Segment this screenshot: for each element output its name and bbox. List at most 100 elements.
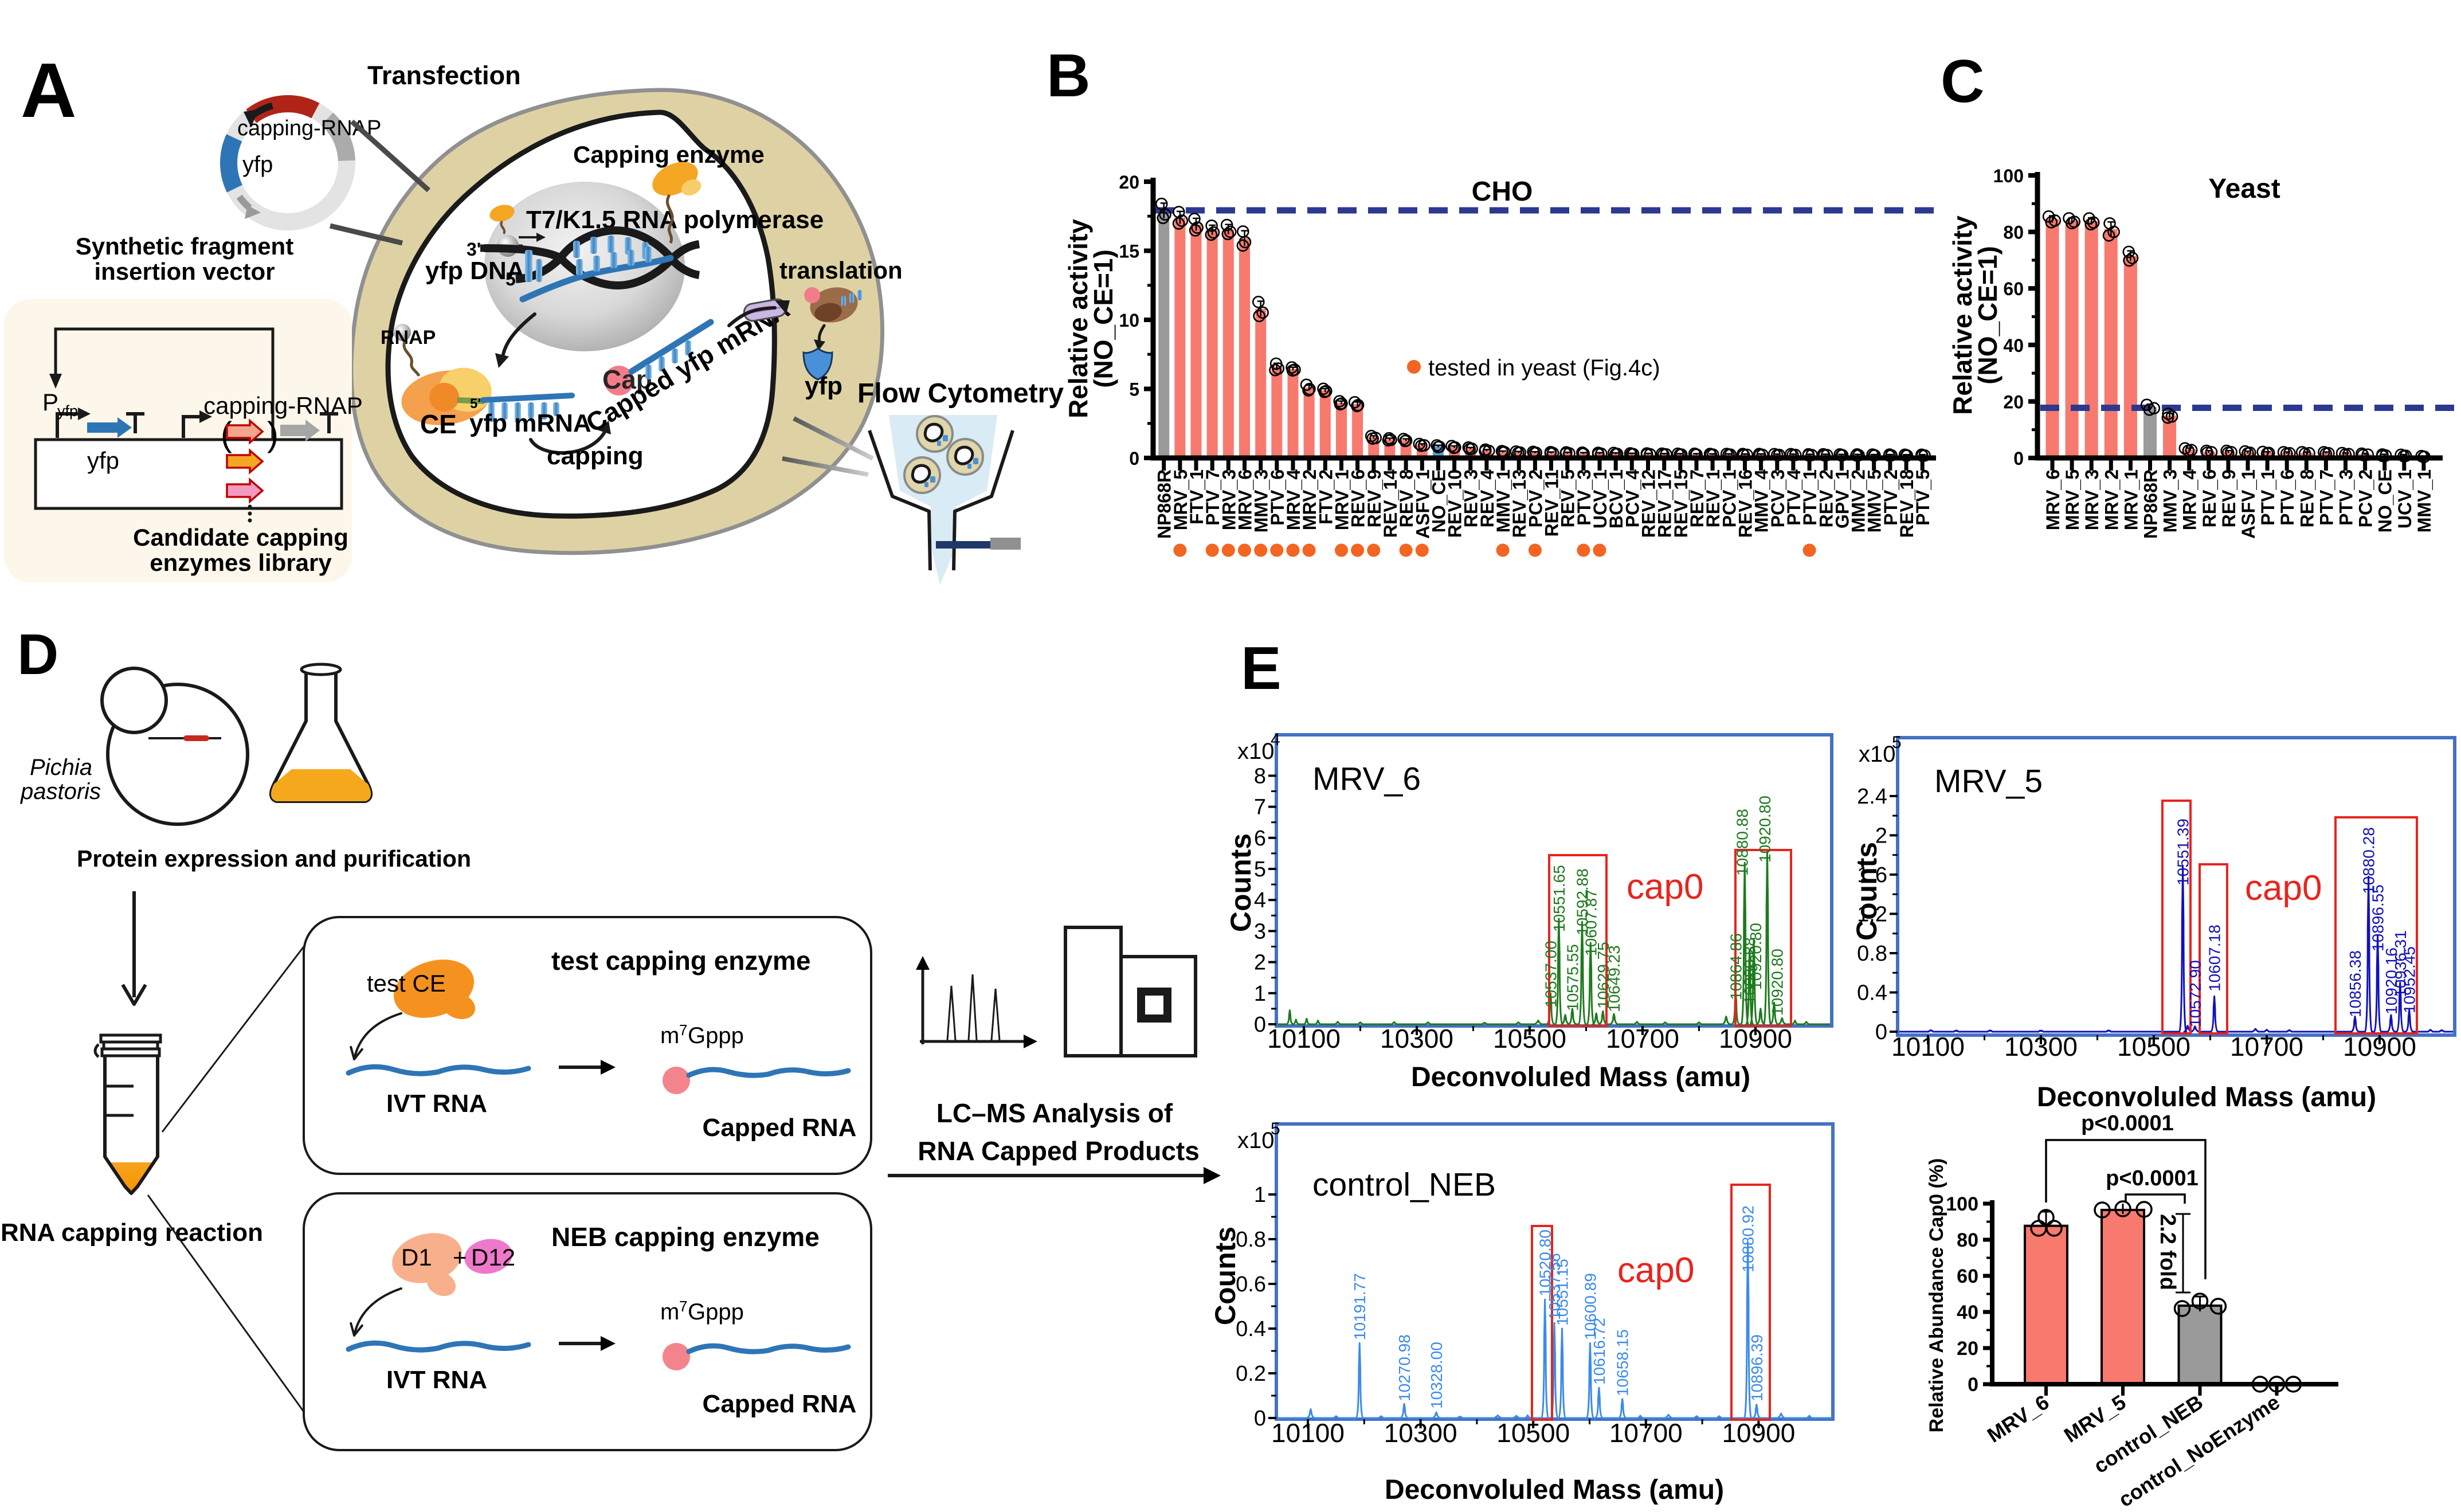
svg-text:(NO_CE=1): (NO_CE=1) bbox=[1088, 249, 1118, 388]
svg-text:tested in yeast (Fig.4c): tested in yeast (Fig.4c) bbox=[1428, 355, 1660, 381]
svg-text:REV_8: REV_8 bbox=[1396, 469, 1417, 527]
svg-text:GPV_1: GPV_1 bbox=[1832, 469, 1852, 528]
svg-text:PCV_4: PCV_4 bbox=[1622, 469, 1643, 528]
svg-text:10607.18: 10607.18 bbox=[2206, 925, 2224, 992]
svg-text:yfp: yfp bbox=[805, 372, 842, 400]
svg-text:MRV_6: MRV_6 bbox=[1235, 469, 1256, 530]
svg-text:20: 20 bbox=[1119, 172, 1139, 193]
svg-text:60: 60 bbox=[1957, 1266, 1978, 1287]
svg-text:MRV_6: MRV_6 bbox=[2043, 469, 2063, 530]
svg-text:10300: 10300 bbox=[1384, 1418, 1457, 1448]
svg-text:3: 3 bbox=[1254, 919, 1266, 943]
svg-text:insertion vector: insertion vector bbox=[94, 258, 275, 285]
svg-text:Synthetic fragment: Synthetic fragment bbox=[76, 233, 293, 260]
svg-text:PTV_7: PTV_7 bbox=[1202, 469, 1223, 526]
svg-text:test CE: test CE bbox=[367, 970, 446, 997]
svg-text:REV_2: REV_2 bbox=[1816, 469, 1836, 527]
svg-text:Candidate capping: Candidate capping bbox=[133, 524, 348, 551]
svg-text:20: 20 bbox=[1957, 1338, 1978, 1360]
svg-text:MMV_1: MMV_1 bbox=[2414, 469, 2435, 532]
svg-text:): ) bbox=[267, 415, 279, 453]
svg-text:PCV_2: PCV_2 bbox=[1525, 469, 1546, 527]
svg-text:10900: 10900 bbox=[1719, 1024, 1792, 1053]
svg-text:4: 4 bbox=[1254, 888, 1266, 912]
svg-text:0: 0 bbox=[1254, 1013, 1266, 1037]
svg-text:MRV_5: MRV_5 bbox=[1170, 469, 1191, 530]
svg-text:Counts: Counts bbox=[1209, 1227, 1241, 1325]
svg-text:MRV_5: MRV_5 bbox=[2062, 469, 2083, 530]
svg-text:REV_3: REV_3 bbox=[1461, 469, 1482, 527]
svg-text:C: C bbox=[1941, 48, 1985, 115]
svg-text:capping-RNAP: capping-RNAP bbox=[203, 392, 363, 419]
svg-text:4: 4 bbox=[1271, 730, 1280, 749]
svg-text:100: 100 bbox=[1993, 166, 2024, 186]
svg-text:0.8: 0.8 bbox=[1236, 1228, 1266, 1252]
svg-text:REV_14: REV_14 bbox=[1380, 469, 1401, 538]
svg-text:T7/K1.5 RNA polymerase: T7/K1.5 RNA polymerase bbox=[526, 206, 824, 234]
svg-text:10270.98: 10270.98 bbox=[1396, 1334, 1413, 1401]
svg-text:10500: 10500 bbox=[2117, 1032, 2190, 1061]
svg-text:B: B bbox=[1047, 42, 1091, 109]
svg-text:10700: 10700 bbox=[1609, 1418, 1683, 1448]
svg-text:5: 5 bbox=[1271, 1119, 1280, 1138]
svg-text:Pichia: Pichia bbox=[30, 755, 92, 780]
svg-text:RNAP: RNAP bbox=[381, 327, 436, 348]
svg-text:REV_1: REV_1 bbox=[1703, 469, 1723, 527]
svg-text:REV_6: REV_6 bbox=[1348, 469, 1369, 527]
svg-text:MMV_5: MMV_5 bbox=[1864, 469, 1885, 532]
svg-text:REV_16: REV_16 bbox=[1735, 469, 1756, 538]
svg-text:1.6: 1.6 bbox=[1857, 863, 1887, 887]
svg-text:x10: x10 bbox=[1237, 739, 1275, 764]
svg-text:Capped RNA: Capped RNA bbox=[703, 1114, 857, 1142]
svg-text:2: 2 bbox=[1875, 824, 1887, 848]
svg-text:RNA Capped Products: RNA Capped Products bbox=[918, 1136, 1200, 1166]
svg-text:Cap: Cap bbox=[602, 365, 652, 394]
svg-text:10880.28: 10880.28 bbox=[2360, 827, 2378, 894]
svg-text:PTV_4: PTV_4 bbox=[1784, 469, 1804, 526]
svg-text:10920.80: 10920.80 bbox=[1747, 923, 1765, 990]
svg-text:MMV_3: MMV_3 bbox=[2160, 469, 2181, 532]
svg-text:10880.88: 10880.88 bbox=[1733, 809, 1751, 876]
svg-text:FTV_1: FTV_1 bbox=[1186, 469, 1207, 524]
svg-text:NO_CE: NO_CE bbox=[1428, 469, 1449, 532]
svg-text:10700: 10700 bbox=[1606, 1024, 1679, 1053]
svg-text:10191.77: 10191.77 bbox=[1351, 1273, 1369, 1340]
svg-text:yfp: yfp bbox=[57, 402, 78, 420]
svg-text:cap0: cap0 bbox=[2245, 868, 2322, 908]
svg-text:2.4: 2.4 bbox=[1857, 785, 1887, 809]
svg-text:MRV_3: MRV_3 bbox=[2082, 469, 2102, 530]
svg-text:Gppp: Gppp bbox=[688, 1023, 744, 1048]
svg-text:MRV_5: MRV_5 bbox=[1934, 763, 2043, 800]
svg-text:1: 1 bbox=[1254, 982, 1266, 1006]
svg-text:REV_18: REV_18 bbox=[1896, 469, 1917, 538]
svg-text:1.2: 1.2 bbox=[1857, 902, 1887, 926]
svg-text:REV_13: REV_13 bbox=[1509, 469, 1530, 538]
svg-text:REV_9: REV_9 bbox=[1364, 469, 1385, 527]
svg-text:(NO_CE=1): (NO_CE=1) bbox=[1973, 246, 2002, 385]
svg-text:10100: 10100 bbox=[1267, 1024, 1341, 1053]
svg-text:Deconvoluled Mass (amu): Deconvoluled Mass (amu) bbox=[1411, 1062, 1750, 1092]
svg-text:10920.16: 10920.16 bbox=[2382, 947, 2400, 1014]
svg-text:MRV_2: MRV_2 bbox=[1299, 469, 1320, 530]
svg-text:MMV_3: MMV_3 bbox=[1251, 469, 1272, 532]
svg-text:8: 8 bbox=[1254, 764, 1266, 788]
svg-text:REV_12: REV_12 bbox=[1639, 469, 1659, 538]
svg-text:10328.00: 10328.00 bbox=[1428, 1342, 1445, 1409]
svg-text:D1: D1 bbox=[401, 1244, 432, 1271]
svg-text:REV_7: REV_7 bbox=[1687, 469, 1707, 527]
svg-text:NP868R: NP868R bbox=[2141, 469, 2161, 539]
svg-text:REV_6: REV_6 bbox=[2199, 469, 2220, 527]
svg-text:10880.92: 10880.92 bbox=[1739, 1205, 1757, 1272]
svg-text:Yeast: Yeast bbox=[2208, 174, 2280, 204]
svg-text:test capping enzyme: test capping enzyme bbox=[551, 946, 810, 976]
svg-text:PTV_1: PTV_1 bbox=[2258, 469, 2278, 526]
svg-text:NEB capping enzyme: NEB capping enzyme bbox=[551, 1222, 820, 1252]
svg-text:PTV_5: PTV_5 bbox=[1913, 469, 1933, 526]
svg-text:0.4: 0.4 bbox=[1236, 1317, 1266, 1341]
svg-text:3': 3' bbox=[467, 239, 481, 260]
svg-text:10: 10 bbox=[1119, 310, 1139, 331]
svg-text:Deconvoluled Mass (amu): Deconvoluled Mass (amu) bbox=[1385, 1475, 1724, 1505]
svg-text:40: 40 bbox=[1957, 1302, 1978, 1323]
svg-text:enzymes library: enzymes library bbox=[150, 549, 332, 576]
svg-text:PTV_6: PTV_6 bbox=[2277, 469, 2298, 526]
